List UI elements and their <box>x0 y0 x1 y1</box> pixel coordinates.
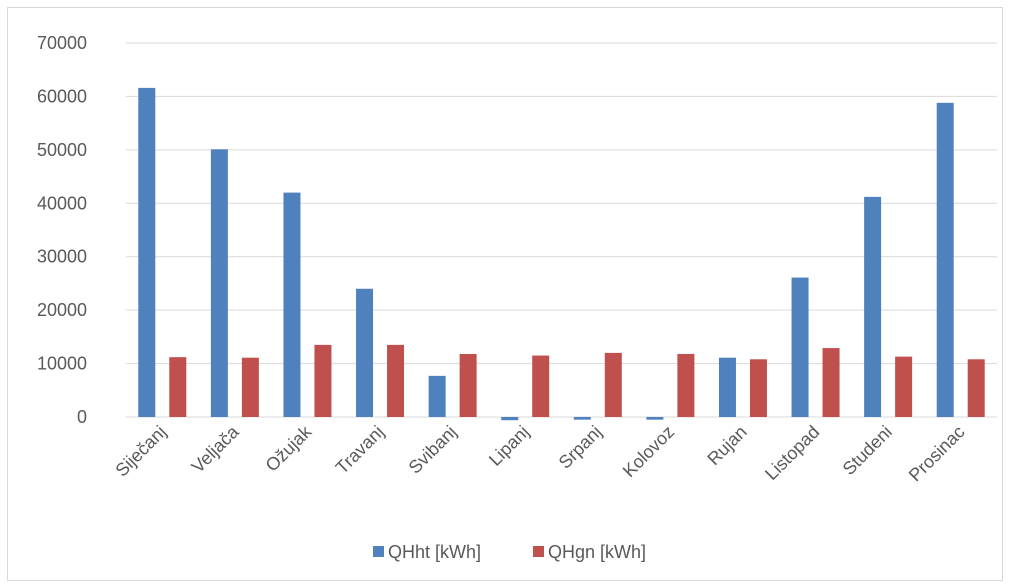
x-tick-label: Kolovoz <box>619 422 678 481</box>
x-tick-label: Rujan <box>703 422 750 469</box>
bar-qhgn-3 <box>387 344 405 417</box>
bar-qhht-10 <box>864 196 882 417</box>
bar-qhht-0 <box>138 87 156 417</box>
x-tick-label: Travanj <box>332 422 388 478</box>
y-tick-label: 70000 <box>37 33 87 53</box>
legend-label: QHht [kWh] <box>388 542 481 562</box>
bar-qhht-8 <box>718 357 736 417</box>
bar-qhht-4 <box>428 375 446 417</box>
bar-qhht-3 <box>356 288 374 417</box>
x-axis-ticks: Siječanj Veljača Ožujak Travanj Svibanj Lipan… <box>111 421 968 485</box>
x-tick-label: Veljača <box>188 421 244 477</box>
y-tick-label: 30000 <box>37 247 87 267</box>
bar-qhgn-8 <box>749 359 767 417</box>
bar-qhgn-5 <box>532 355 550 417</box>
y-tick-label: 10000 <box>37 354 87 374</box>
legend-swatch <box>533 546 544 557</box>
x-tick-label: Studeni <box>839 422 896 479</box>
x-tick-label: Siječanj <box>111 422 170 481</box>
x-tick-label: Listopad <box>761 422 823 484</box>
bar-qhht-2 <box>283 192 301 417</box>
bar-qhgn-1 <box>241 357 259 417</box>
bar-qhgn-9 <box>822 348 840 417</box>
gridlines <box>126 42 997 418</box>
bar-qhht-7 <box>646 417 664 420</box>
bar-qhht-6 <box>573 417 591 420</box>
bar-qhht-1 <box>210 149 228 417</box>
legend-swatch <box>373 546 384 557</box>
y-tick-label: 40000 <box>37 193 87 213</box>
bar-qhht-9 <box>791 277 809 417</box>
bar-qhht-5 <box>501 417 519 421</box>
bar-qhgn-6 <box>604 352 622 417</box>
y-tick-label: 20000 <box>37 300 87 320</box>
legend: QHht [kWh] QHgn [kWh] <box>373 542 646 562</box>
x-tick-label: Prosinac <box>905 422 969 486</box>
bar-qhgn-11 <box>967 359 985 417</box>
legend-label: QHgn [kWh] <box>548 542 646 562</box>
x-tick-label: Ožujak <box>262 421 316 475</box>
y-tick-label: 0 <box>77 407 87 427</box>
bar-qhgn-10 <box>895 356 913 417</box>
y-tick-label: 50000 <box>37 140 87 160</box>
x-tick-label: Svibanj <box>405 422 461 478</box>
x-tick-label: Lipanj <box>485 422 533 470</box>
bar-qhgn-4 <box>459 353 477 417</box>
bar-qhht-11 <box>936 102 954 417</box>
y-tick-label: 60000 <box>37 86 87 106</box>
bar-qhgn-7 <box>677 353 695 417</box>
y-axis-ticks: 70000 60000 50000 40000 30000 20000 10000 0 <box>37 33 87 427</box>
bar-qhgn-2 <box>314 344 332 417</box>
chart-frame <box>7 7 1003 581</box>
bars <box>138 87 985 421</box>
x-tick-label: Srpanj <box>555 422 606 473</box>
bar-qhgn-0 <box>169 357 187 417</box>
